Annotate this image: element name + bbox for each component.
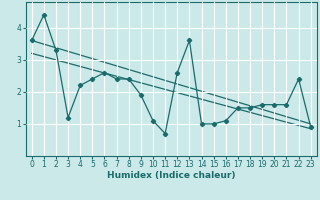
X-axis label: Humidex (Indice chaleur): Humidex (Indice chaleur) (107, 171, 236, 180)
